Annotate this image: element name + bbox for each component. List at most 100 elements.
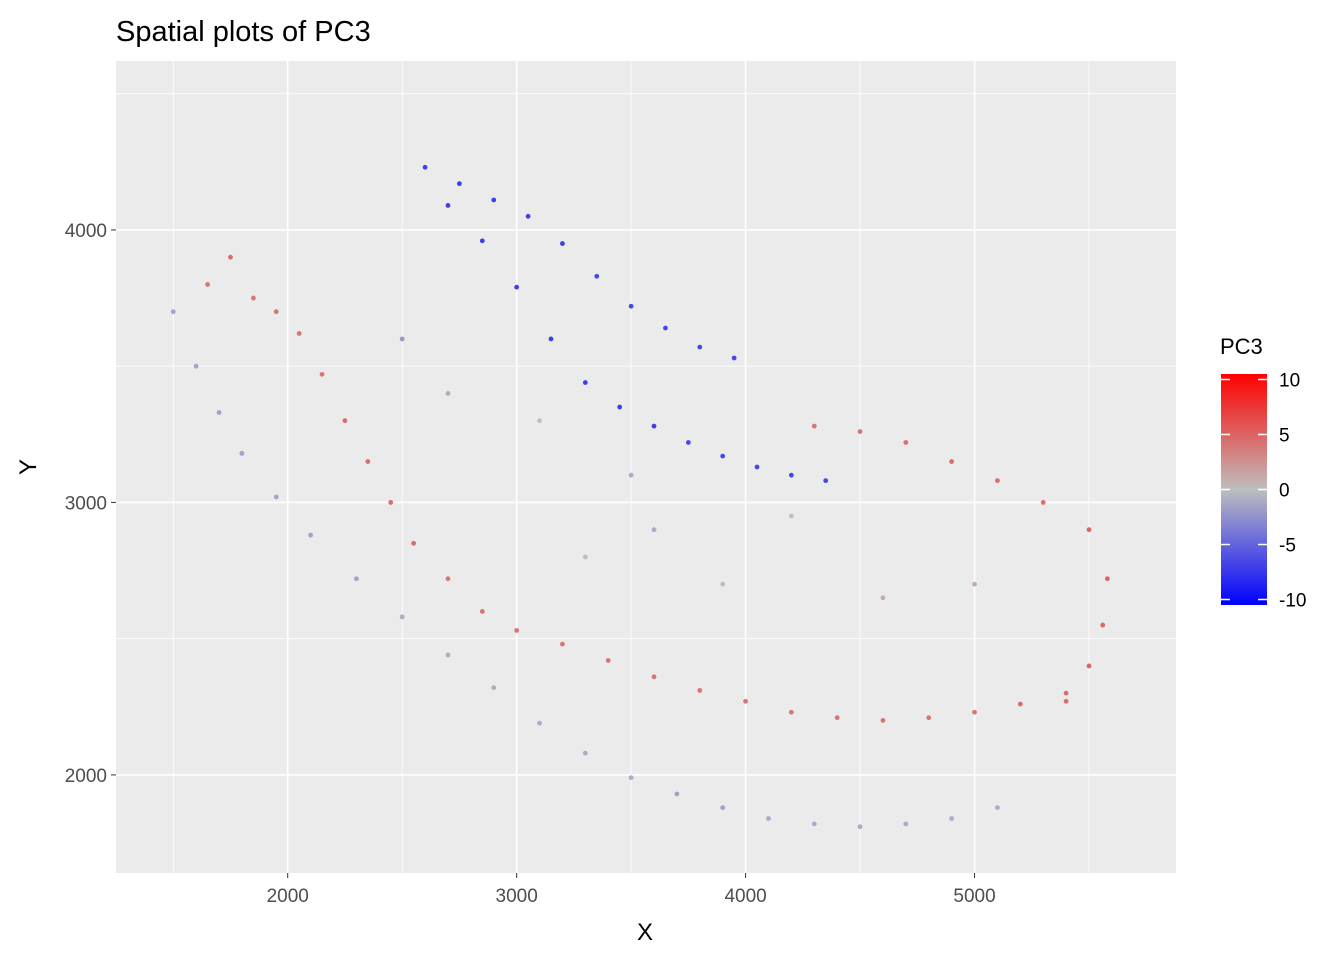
data-point (445, 652, 451, 658)
data-point (926, 715, 932, 721)
data-point (250, 295, 256, 301)
data-point (972, 581, 977, 587)
legend-label-neg5: -5 (1279, 536, 1296, 557)
data-point (216, 410, 222, 415)
data-point (411, 540, 417, 546)
data-point (788, 513, 794, 519)
data-point (1017, 701, 1023, 707)
legend-title: PC3 (1220, 334, 1263, 359)
data-point (834, 715, 840, 721)
data-point (788, 709, 794, 715)
data-point (605, 658, 611, 663)
data-point (949, 459, 955, 464)
data-point (903, 440, 909, 445)
data-point (617, 404, 623, 410)
data-point (720, 805, 726, 811)
data-point (995, 478, 1000, 484)
x-tick-3000: 3000 (496, 873, 538, 907)
data-point (491, 197, 497, 203)
data-point (811, 423, 817, 429)
data-point (445, 576, 451, 582)
data-point (697, 688, 703, 693)
data-point (663, 325, 668, 331)
legend: PC3 10 5 0 -5 -10 (1220, 334, 1306, 612)
data-point (823, 478, 829, 484)
y-tick-4000: 4000 (65, 221, 116, 242)
x-axis-title: X (637, 919, 653, 946)
data-point (651, 423, 657, 429)
data-point (766, 816, 771, 821)
y-tick-label-2000: 2000 (65, 766, 107, 787)
data-point (239, 450, 245, 456)
legend-label-5: 5 (1279, 426, 1290, 447)
data-point (582, 554, 588, 560)
data-point (548, 336, 554, 342)
x-tick-2000: 2000 (267, 873, 309, 907)
data-point (1104, 576, 1110, 582)
data-point (995, 805, 1000, 811)
data-point (949, 816, 955, 821)
data-point (273, 494, 279, 500)
data-point (491, 685, 497, 691)
data-point (788, 472, 794, 478)
data-point (582, 750, 588, 756)
data-point (880, 595, 886, 601)
grid-lines (116, 61, 1176, 873)
data-point (1086, 527, 1092, 533)
data-point (674, 791, 680, 797)
data-point (685, 440, 691, 445)
data-point (399, 336, 405, 342)
data-point (422, 164, 428, 170)
data-point (743, 698, 748, 704)
data-points (170, 164, 1110, 830)
data-point (296, 331, 302, 336)
data-point (308, 532, 314, 538)
data-point (353, 576, 359, 582)
data-point (525, 213, 531, 219)
data-point (479, 609, 485, 614)
legend-ticks: 10 5 0 -5 -10 (1221, 371, 1306, 612)
x-tick-label-2000: 2000 (267, 886, 309, 907)
y-axis: 2000 3000 4000 (65, 221, 116, 787)
data-point (1086, 663, 1092, 669)
data-point (342, 418, 348, 424)
data-point (720, 453, 726, 459)
data-point (903, 821, 909, 827)
data-point (193, 363, 199, 369)
data-point (582, 380, 588, 385)
data-point (445, 203, 451, 208)
chart-title: Spatial plots of PC3 (116, 16, 371, 48)
data-point (628, 775, 634, 781)
x-tick-label-5000: 5000 (953, 886, 995, 907)
data-point (1100, 622, 1106, 628)
data-point (560, 241, 565, 246)
data-point (1063, 698, 1069, 704)
data-point (388, 500, 394, 505)
legend-label-0: 0 (1279, 481, 1290, 502)
data-point (972, 709, 977, 715)
data-point (594, 273, 600, 279)
y-tick-label-3000: 3000 (65, 493, 107, 514)
data-point (1063, 690, 1069, 696)
legend-label-neg10: -10 (1279, 591, 1306, 612)
data-point (205, 282, 210, 287)
data-point (537, 720, 542, 726)
data-point (445, 391, 451, 396)
data-point (228, 254, 233, 260)
data-point (170, 309, 176, 315)
data-point (651, 674, 657, 680)
data-point (537, 418, 542, 424)
data-point (273, 309, 279, 315)
data-point (811, 821, 817, 827)
data-point (720, 581, 726, 587)
legend-label-10: 10 (1279, 371, 1300, 392)
x-tick-4000: 4000 (724, 873, 767, 907)
data-point (857, 824, 863, 830)
data-point (628, 472, 634, 478)
x-tick-label-3000: 3000 (496, 886, 538, 907)
y-tick-2000: 2000 (65, 766, 116, 787)
data-point (560, 641, 565, 647)
x-tick-5000: 5000 (953, 873, 996, 907)
data-point (479, 238, 485, 244)
